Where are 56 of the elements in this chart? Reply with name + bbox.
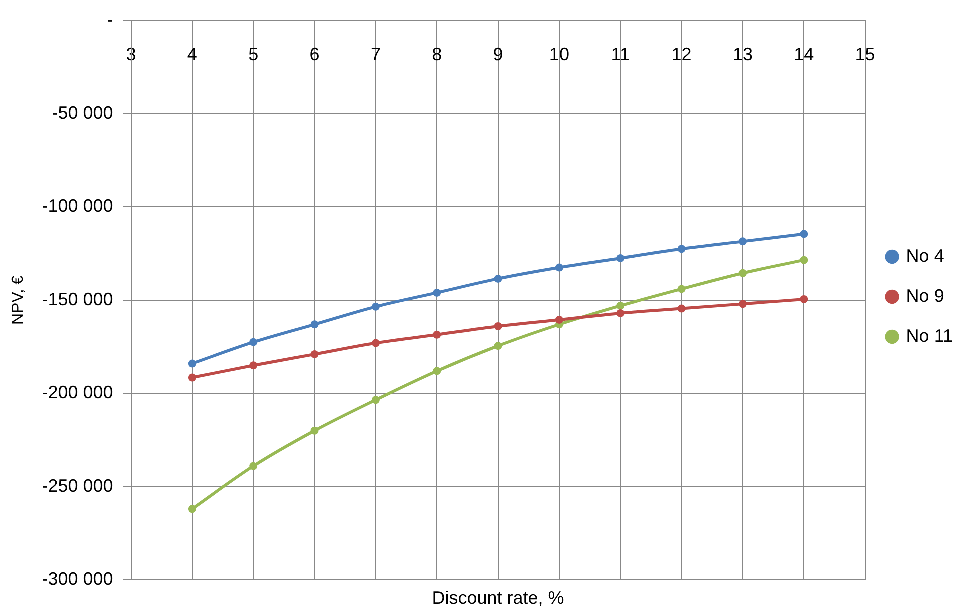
x-tick-label: 7 xyxy=(370,44,381,65)
point xyxy=(310,350,319,358)
point xyxy=(188,505,196,514)
point xyxy=(738,269,747,278)
point xyxy=(433,288,442,297)
point xyxy=(250,362,258,370)
y-tick-label: -100 000 xyxy=(42,196,114,216)
point xyxy=(188,360,196,368)
point xyxy=(372,396,380,404)
y-axis-title: NPV, € xyxy=(10,276,28,326)
point xyxy=(738,300,747,308)
point xyxy=(800,295,808,304)
point xyxy=(433,367,442,376)
point xyxy=(494,274,502,283)
point xyxy=(372,339,380,348)
point xyxy=(555,264,564,272)
x-tick-label: 10 xyxy=(549,44,570,65)
x-tick-label: 14 xyxy=(794,44,814,65)
y-tick-label: -150 000 xyxy=(42,289,114,310)
legend-label: No 11 xyxy=(906,326,954,346)
point xyxy=(738,238,747,246)
point xyxy=(433,330,442,339)
y-tick-label: -250 000 xyxy=(42,476,114,496)
x-tick-label: 8 xyxy=(432,44,442,65)
point xyxy=(800,230,808,238)
point xyxy=(678,304,686,313)
point xyxy=(616,254,625,262)
point xyxy=(494,342,502,350)
y-tick-label: -200 000 xyxy=(42,382,114,403)
x-axis-title: Discount rate, % xyxy=(432,588,564,608)
x-tick-label: 13 xyxy=(732,44,753,65)
point xyxy=(494,322,502,330)
x-tick-label: 5 xyxy=(248,44,259,65)
point xyxy=(616,309,625,318)
x-tick-label: 9 xyxy=(493,44,504,65)
point xyxy=(555,316,564,324)
point xyxy=(372,302,380,311)
point xyxy=(800,256,808,264)
y-tick-label: -50 000 xyxy=(52,102,114,123)
point xyxy=(678,245,686,254)
y-tick-label: - xyxy=(107,10,114,30)
point xyxy=(188,374,196,382)
legend-label: No 9 xyxy=(906,286,944,306)
point xyxy=(310,320,319,329)
point xyxy=(310,426,319,435)
point xyxy=(250,338,258,346)
point xyxy=(616,302,625,310)
x-tick-label: 15 xyxy=(855,44,876,65)
point xyxy=(678,285,686,294)
x-tick-label: 11 xyxy=(611,44,630,65)
y-tick-label: -300 000 xyxy=(42,568,114,589)
x-tick-label: 6 xyxy=(310,44,320,65)
legend-label: No 4 xyxy=(906,246,944,266)
x-tick-label: 12 xyxy=(672,44,692,65)
x-tick-label: 4 xyxy=(187,44,198,65)
point xyxy=(250,462,258,470)
